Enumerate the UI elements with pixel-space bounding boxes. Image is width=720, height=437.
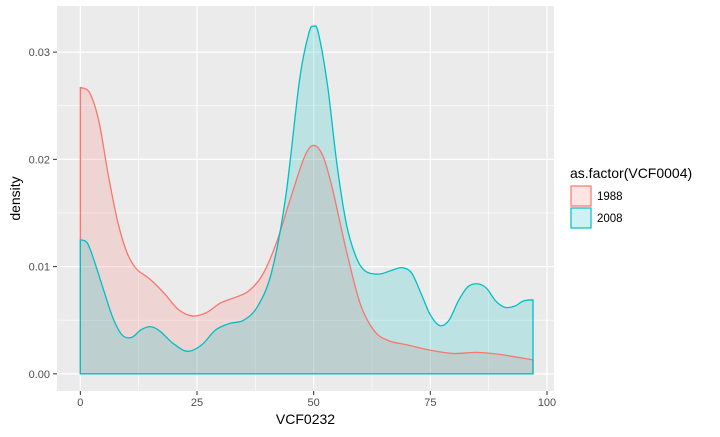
plot-panel [57, 6, 554, 391]
y-tick-label: 0.02 [29, 154, 50, 166]
legend-title: as.factor(VCF0004) [570, 165, 692, 181]
grid-major [57, 6, 554, 391]
legend-label-2008: 2008 [597, 213, 623, 225]
density-areas [80, 25, 533, 374]
legend-key-2008 [570, 207, 592, 229]
grid-minor [57, 6, 554, 391]
legend: as.factor(VCF0004) 1988 2008 [570, 165, 692, 229]
legend-label-1988: 1988 [597, 191, 623, 203]
density-line-2008 [79, 25, 534, 375]
y-axis: 0.00 0.01 0.02 0.03 [29, 47, 57, 381]
legend-item-2008: 2008 [570, 207, 623, 229]
y-tick-label: 0.01 [29, 262, 50, 274]
x-tick-label: 25 [191, 397, 203, 409]
y-axis-title: density [7, 176, 23, 220]
legend-item-1988: 1988 [570, 185, 623, 207]
x-tick-label: 75 [424, 397, 436, 409]
density-lines [79, 25, 534, 375]
x-tick-label: 100 [538, 397, 556, 409]
x-axis-title: VCF0232 [276, 411, 335, 427]
x-tick-label: 0 [77, 397, 83, 409]
density-line-1988 [79, 86, 534, 375]
x-tick-label: 50 [308, 397, 320, 409]
y-tick-label: 0.00 [29, 369, 50, 381]
density-area-2008 [80, 25, 533, 374]
y-tick-label: 0.03 [29, 47, 50, 59]
density-area-1988 [80, 87, 533, 374]
legend-key-1988 [570, 185, 592, 207]
x-axis: 0 25 50 75 100 [77, 391, 556, 409]
